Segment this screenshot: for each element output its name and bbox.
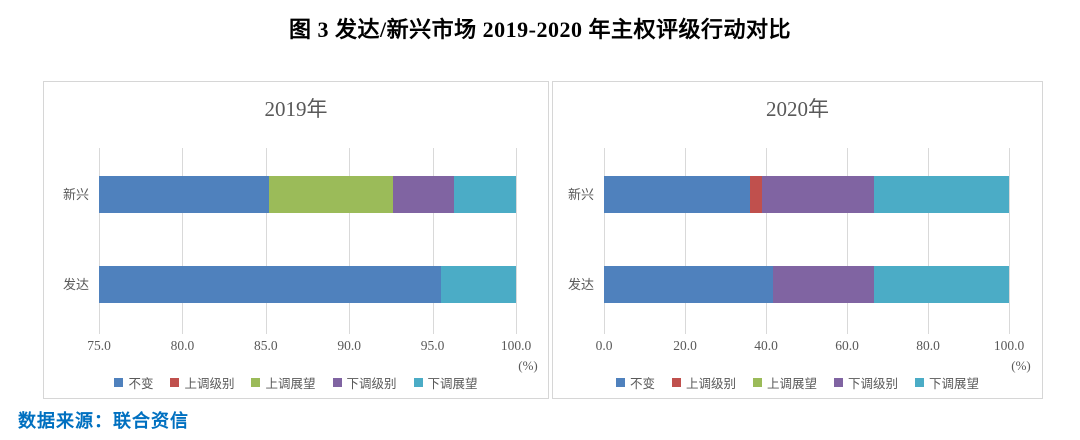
bar-segment-上调展望	[269, 176, 393, 213]
bar-segment-不变	[99, 266, 441, 303]
bar-segment-上调级别	[750, 176, 762, 213]
legend-item-下调展望: 下调展望	[413, 373, 478, 392]
gridline	[182, 148, 184, 334]
axis-tick-label: 100.0	[993, 338, 1025, 353]
legend-label: 下调级别	[848, 377, 899, 391]
gridline	[685, 148, 686, 334]
legend-label: 上调级别	[685, 377, 736, 391]
axis-tick-label: 80.0	[916, 338, 940, 353]
legend-item-下调展望: 下调展望	[915, 373, 979, 392]
legend-swatch-icon	[413, 378, 423, 387]
category-label: 发达	[62, 276, 89, 292]
legend-label: 不变	[629, 377, 655, 391]
bar-row-发达	[99, 266, 516, 303]
legend-item-上调展望: 上调展望	[752, 373, 817, 392]
legend-swatch-icon	[170, 378, 180, 387]
legend-label: 不变	[128, 377, 154, 391]
legend-label: 上调级别	[184, 377, 235, 391]
axis-unit-label: (%)	[1011, 358, 1031, 373]
gridline	[516, 148, 517, 334]
legend-label: 下调展望	[929, 377, 980, 391]
legend-swatch-icon	[915, 378, 925, 387]
bar-segment-下调展望	[440, 266, 516, 303]
chart-panel-2020: 2020年 0.0 20.0 40.0 60.0 80.0 100.0 (%) 新兴发达不变 上…	[552, 81, 1043, 399]
legend-swatch-icon	[114, 378, 124, 387]
axis-tick-label: 100.0	[500, 338, 532, 353]
chart-title-2019: 2019年	[264, 97, 328, 121]
legend-item-不变: 不变	[615, 373, 655, 392]
legend-swatch-icon	[752, 378, 762, 387]
legend-item-下调级别: 下调级别	[834, 373, 898, 392]
bar-segment-不变	[99, 176, 270, 213]
category-label: 新兴	[62, 186, 89, 202]
legend: 不变 上调级别 上调展望 下调级别 下调展望	[44, 373, 548, 392]
legend-swatch-icon	[671, 378, 681, 387]
legend-swatch-icon	[834, 378, 843, 387]
bar-segment-下调级别	[392, 176, 455, 213]
axis-tick-label: 95.0	[420, 338, 445, 353]
bar-segment-下调展望	[874, 266, 1009, 303]
bar-segment-下调展望	[454, 176, 516, 213]
axis-tick-label: 85.0	[253, 338, 278, 353]
legend-swatch-icon	[332, 378, 342, 387]
legend-item-上调级别: 上调级别	[170, 373, 234, 392]
gridline	[349, 148, 351, 334]
legend-item-上调展望: 上调展望	[251, 373, 316, 392]
gridline	[928, 148, 929, 334]
source-note: 数据来源：联合资信	[18, 411, 189, 431]
legend-label: 下调展望	[427, 377, 478, 391]
category-label: 新兴	[567, 186, 594, 202]
axis-tick-label: 90.0	[337, 338, 361, 353]
legend-swatch-icon	[615, 378, 625, 387]
axis-tick-label: 0.0	[595, 338, 613, 353]
gridline	[432, 148, 434, 334]
gridline	[847, 148, 848, 334]
legend-label: 下调级别	[346, 377, 397, 391]
legend-item-不变: 不变	[114, 373, 153, 392]
chart-title-2020: 2020年	[766, 97, 829, 121]
legend-item-下调级别: 下调级别	[332, 373, 397, 392]
legend-label: 上调展望	[265, 377, 316, 391]
axis-tick-label: 40.0	[754, 338, 778, 353]
bar-row-发达	[604, 266, 1009, 303]
bar-segment-不变	[604, 176, 751, 213]
axis-tick-label: 20.0	[673, 338, 697, 353]
bar-segment-下调级别	[772, 266, 875, 303]
legend: 不变 上调级别 上调展望 下调级别 下调展望	[553, 373, 1042, 392]
axis-tick-label: 75.0	[87, 338, 111, 353]
legend-item-上调级别: 上调级别	[671, 373, 736, 392]
bar-row-新兴	[99, 176, 516, 213]
bar-segment-下调展望	[874, 176, 1009, 213]
gridline	[604, 148, 605, 334]
axis-tick-label: 80.0	[170, 338, 195, 353]
axis-unit-label: (%)	[518, 358, 538, 373]
category-label: 发达	[567, 276, 594, 292]
gridline	[766, 148, 767, 334]
gridline	[99, 148, 100, 334]
gridline	[265, 148, 267, 334]
axis-tick-label: 60.0	[835, 338, 859, 353]
page-title: 图 3 发达/新兴市场 2019-2020 年主权评级行动对比	[289, 17, 791, 42]
bar-row-新兴	[604, 176, 1009, 213]
chart-panel-2019: 2019年 75.0 80.0 85.0 90.0 95.0 100.0 (%) 新兴发达不变…	[43, 81, 549, 399]
bar-segment-下调级别	[761, 176, 875, 213]
legend-swatch-icon	[251, 378, 261, 387]
gridline	[1009, 148, 1010, 334]
bar-segment-不变	[604, 266, 773, 303]
legend-label: 上调展望	[766, 377, 817, 391]
